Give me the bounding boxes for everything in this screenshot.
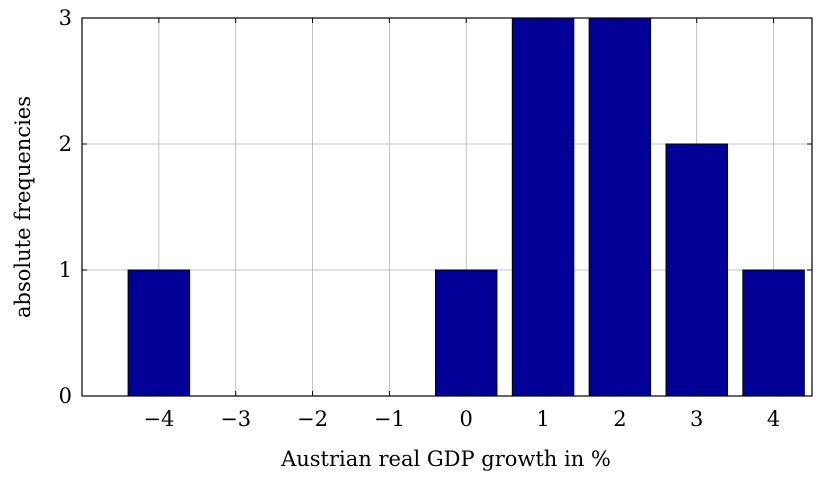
x-tick-label: 2 bbox=[613, 407, 626, 431]
x-tick-label: 3 bbox=[690, 407, 703, 431]
bar bbox=[511, 17, 575, 397]
x-tick-label: −4 bbox=[143, 407, 174, 431]
x-tick-label: −1 bbox=[374, 407, 405, 431]
x-tick-label: 0 bbox=[460, 407, 473, 431]
bar bbox=[127, 269, 191, 397]
y-tick-label: 3 bbox=[59, 6, 72, 30]
x-tick-label: −2 bbox=[297, 407, 328, 431]
bar bbox=[665, 143, 728, 397]
bar bbox=[434, 269, 498, 397]
y-tick-label: 2 bbox=[59, 132, 72, 156]
y-tick-label: 0 bbox=[59, 384, 72, 408]
x-tick-label: −3 bbox=[220, 407, 251, 431]
x-axis-label: Austrian real GDP growth in % bbox=[280, 447, 611, 471]
x-tick-labels: −4 −3 −2 −1 0 1 2 3 4 bbox=[143, 18, 780, 431]
x-tick-label: 1 bbox=[536, 407, 549, 431]
y-tick-label: 1 bbox=[59, 258, 72, 282]
y-tick-labels: 0 1 2 3 bbox=[59, 6, 812, 408]
bar bbox=[742, 269, 805, 397]
y-axis-label: absolute frequencies bbox=[11, 96, 35, 318]
x-tick-label: 4 bbox=[767, 407, 780, 431]
bars bbox=[127, 17, 805, 397]
plot-frame bbox=[81, 17, 813, 397]
bar bbox=[588, 17, 652, 397]
